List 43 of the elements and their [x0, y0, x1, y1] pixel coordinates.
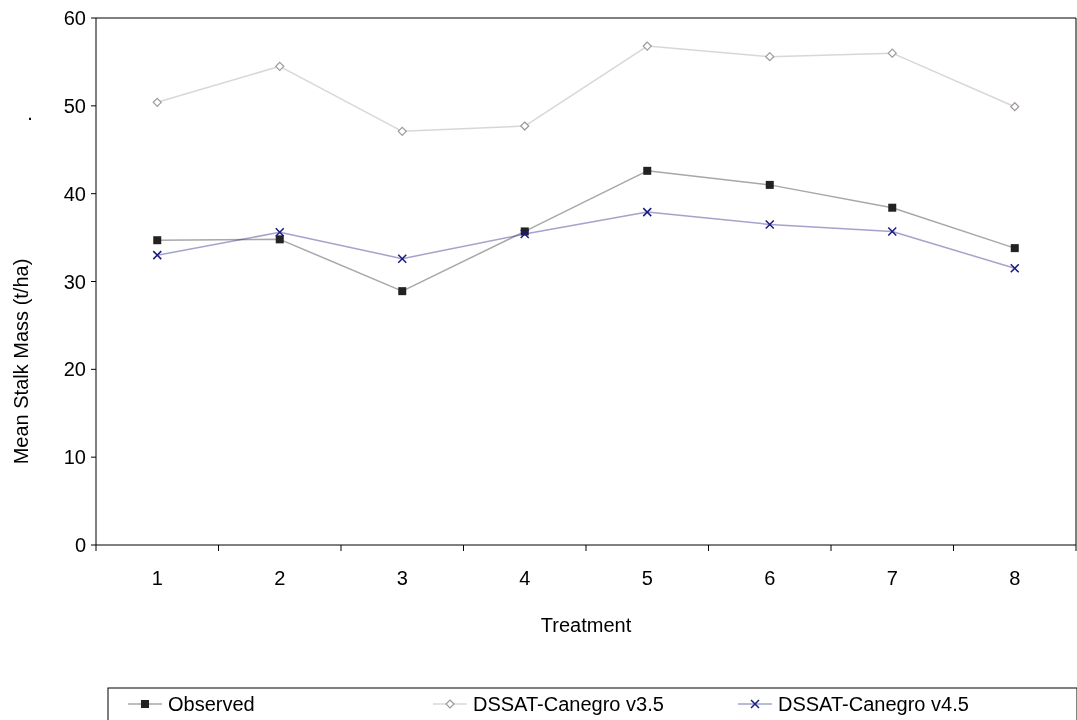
point — [275, 61, 285, 71]
y-tick-label: 0 — [74, 534, 86, 556]
point — [275, 235, 284, 244]
text: . — [27, 102, 33, 124]
y-tick-label: 40 — [63, 182, 86, 205]
y-tick-label: 10 — [63, 446, 86, 469]
legend-label: DSSAT-Canegro v3.5 — [473, 693, 664, 715]
y-tick-label: 20 — [63, 358, 86, 381]
x-tick-label: 4 — [519, 567, 531, 589]
legend-label: DSSAT-Canegro v4.5 — [778, 693, 969, 715]
point — [152, 250, 162, 260]
x-tick-label: 1 — [151, 567, 163, 589]
y-tick-label: 30 — [63, 270, 86, 293]
y-axis-title: Mean Stalk Mass (t/ha) — [10, 258, 32, 465]
point — [1010, 263, 1020, 274]
point — [765, 52, 775, 62]
x-tick-label: 2 — [274, 567, 286, 589]
point — [887, 226, 897, 237]
point — [397, 253, 407, 264]
x-axis-title: Treatment — [540, 614, 632, 636]
point — [275, 227, 285, 238]
point — [398, 287, 407, 296]
legend-label: Observed — [168, 693, 255, 715]
point — [765, 219, 775, 230]
point — [520, 121, 530, 131]
point — [1010, 102, 1020, 112]
point — [642, 207, 652, 217]
point — [888, 203, 897, 212]
x-tick-label: 3 — [396, 567, 408, 589]
point — [643, 166, 652, 175]
x-tick-label: 8 — [1009, 567, 1021, 589]
y-tick-label: 60 — [63, 7, 86, 29]
point — [153, 236, 162, 245]
point — [1010, 244, 1019, 253]
point — [887, 48, 897, 58]
x-tick-label: 5 — [641, 567, 653, 589]
point — [765, 180, 774, 189]
point — [642, 41, 652, 51]
y-tick-label: 50 — [63, 94, 86, 117]
point — [397, 126, 407, 136]
x-tick-label: 7 — [886, 567, 898, 589]
point — [152, 97, 162, 107]
x-tick-label: 6 — [764, 567, 776, 589]
